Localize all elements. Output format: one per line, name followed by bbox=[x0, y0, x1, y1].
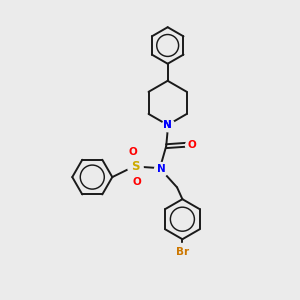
Text: N: N bbox=[157, 164, 165, 174]
Text: O: O bbox=[132, 176, 141, 187]
Text: N: N bbox=[163, 120, 172, 130]
Text: S: S bbox=[131, 160, 139, 173]
Text: Br: Br bbox=[176, 247, 189, 256]
Text: N: N bbox=[163, 120, 172, 130]
Text: O: O bbox=[188, 140, 196, 150]
Text: O: O bbox=[129, 147, 138, 157]
